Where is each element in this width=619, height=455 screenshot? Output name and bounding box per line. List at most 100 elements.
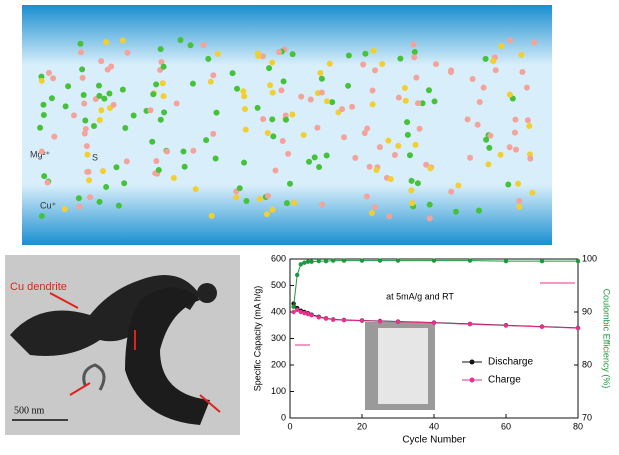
data-point xyxy=(316,258,321,264)
atom xyxy=(82,126,89,133)
arrow-guides xyxy=(295,282,575,346)
atom xyxy=(90,123,97,130)
atom xyxy=(157,46,164,53)
atom xyxy=(38,73,45,80)
y-tick-label: 500 xyxy=(271,280,286,290)
atom xyxy=(516,203,523,210)
atom xyxy=(314,124,321,131)
atom xyxy=(531,39,538,46)
atom xyxy=(161,109,168,116)
atom xyxy=(81,100,88,107)
atom xyxy=(180,148,187,155)
atom xyxy=(99,168,106,175)
series-line xyxy=(293,309,579,329)
atom xyxy=(414,100,421,107)
atom xyxy=(103,183,110,190)
atom xyxy=(317,69,324,76)
atom xyxy=(77,40,84,47)
atom xyxy=(208,212,215,219)
y2-tick-label: 100 xyxy=(582,253,597,263)
atom xyxy=(352,154,359,161)
atom xyxy=(397,55,404,62)
series-line xyxy=(293,303,579,329)
x-tick-label: 0 xyxy=(287,421,292,431)
atom xyxy=(527,151,534,158)
atom xyxy=(124,49,131,56)
atom xyxy=(402,97,409,104)
atom xyxy=(106,90,113,97)
atom xyxy=(369,101,376,108)
atom xyxy=(431,98,438,105)
atom xyxy=(523,84,530,91)
atom xyxy=(153,81,160,88)
atom xyxy=(269,59,276,66)
atom xyxy=(240,88,247,95)
atom xyxy=(319,201,326,208)
atom xyxy=(452,208,459,215)
data-point xyxy=(323,316,329,321)
atom xyxy=(298,93,305,100)
atom xyxy=(37,124,44,131)
chart: 0 20 40 60 800100200300400500600708090100Cyc… xyxy=(252,253,611,445)
atom xyxy=(96,116,103,123)
atom xyxy=(411,49,418,56)
atom xyxy=(505,181,512,188)
atom xyxy=(490,58,497,65)
atom xyxy=(62,103,69,110)
data-point xyxy=(316,315,321,320)
atom xyxy=(264,129,271,136)
atom xyxy=(448,188,455,195)
atom xyxy=(318,89,325,96)
data-point xyxy=(305,311,311,317)
atom xyxy=(426,201,433,208)
atom xyxy=(366,163,373,170)
atom xyxy=(264,192,271,199)
legend-marker xyxy=(469,359,475,365)
atom xyxy=(360,61,367,68)
data-point xyxy=(503,323,509,328)
atom xyxy=(524,117,531,124)
atom xyxy=(98,107,105,114)
atom xyxy=(518,51,525,58)
atom xyxy=(115,202,122,209)
atom xyxy=(376,144,383,151)
atom xyxy=(256,195,263,202)
atom xyxy=(81,130,88,137)
atom xyxy=(519,68,526,75)
y-tick-label: 100 xyxy=(271,386,286,396)
scale-bar-label: 500 nm xyxy=(14,405,45,416)
atom xyxy=(408,187,415,194)
atom xyxy=(190,147,197,154)
atom xyxy=(229,70,236,77)
particle xyxy=(197,283,217,303)
atom xyxy=(482,55,489,62)
atom xyxy=(419,100,426,107)
atom xyxy=(369,87,376,94)
atom xyxy=(412,141,419,148)
atom xyxy=(345,82,352,89)
atom xyxy=(269,116,276,123)
atom xyxy=(160,63,167,70)
atom xyxy=(483,136,490,143)
atom xyxy=(263,211,270,218)
atom xyxy=(210,72,217,79)
atom xyxy=(413,74,420,81)
atom xyxy=(51,133,58,140)
atom xyxy=(113,164,120,171)
atom xyxy=(83,143,90,150)
atom xyxy=(423,161,430,168)
y2-tick-label: 90 xyxy=(582,306,592,316)
atom xyxy=(205,55,212,62)
atom xyxy=(119,37,126,44)
atom xyxy=(361,130,368,137)
atom xyxy=(285,150,292,157)
atom xyxy=(311,154,318,161)
atom xyxy=(45,69,52,76)
atom xyxy=(410,41,417,48)
atom xyxy=(414,180,421,187)
atom xyxy=(76,203,83,210)
atom xyxy=(101,95,108,102)
atom xyxy=(103,39,110,46)
legend-label: Discharge xyxy=(488,357,533,368)
